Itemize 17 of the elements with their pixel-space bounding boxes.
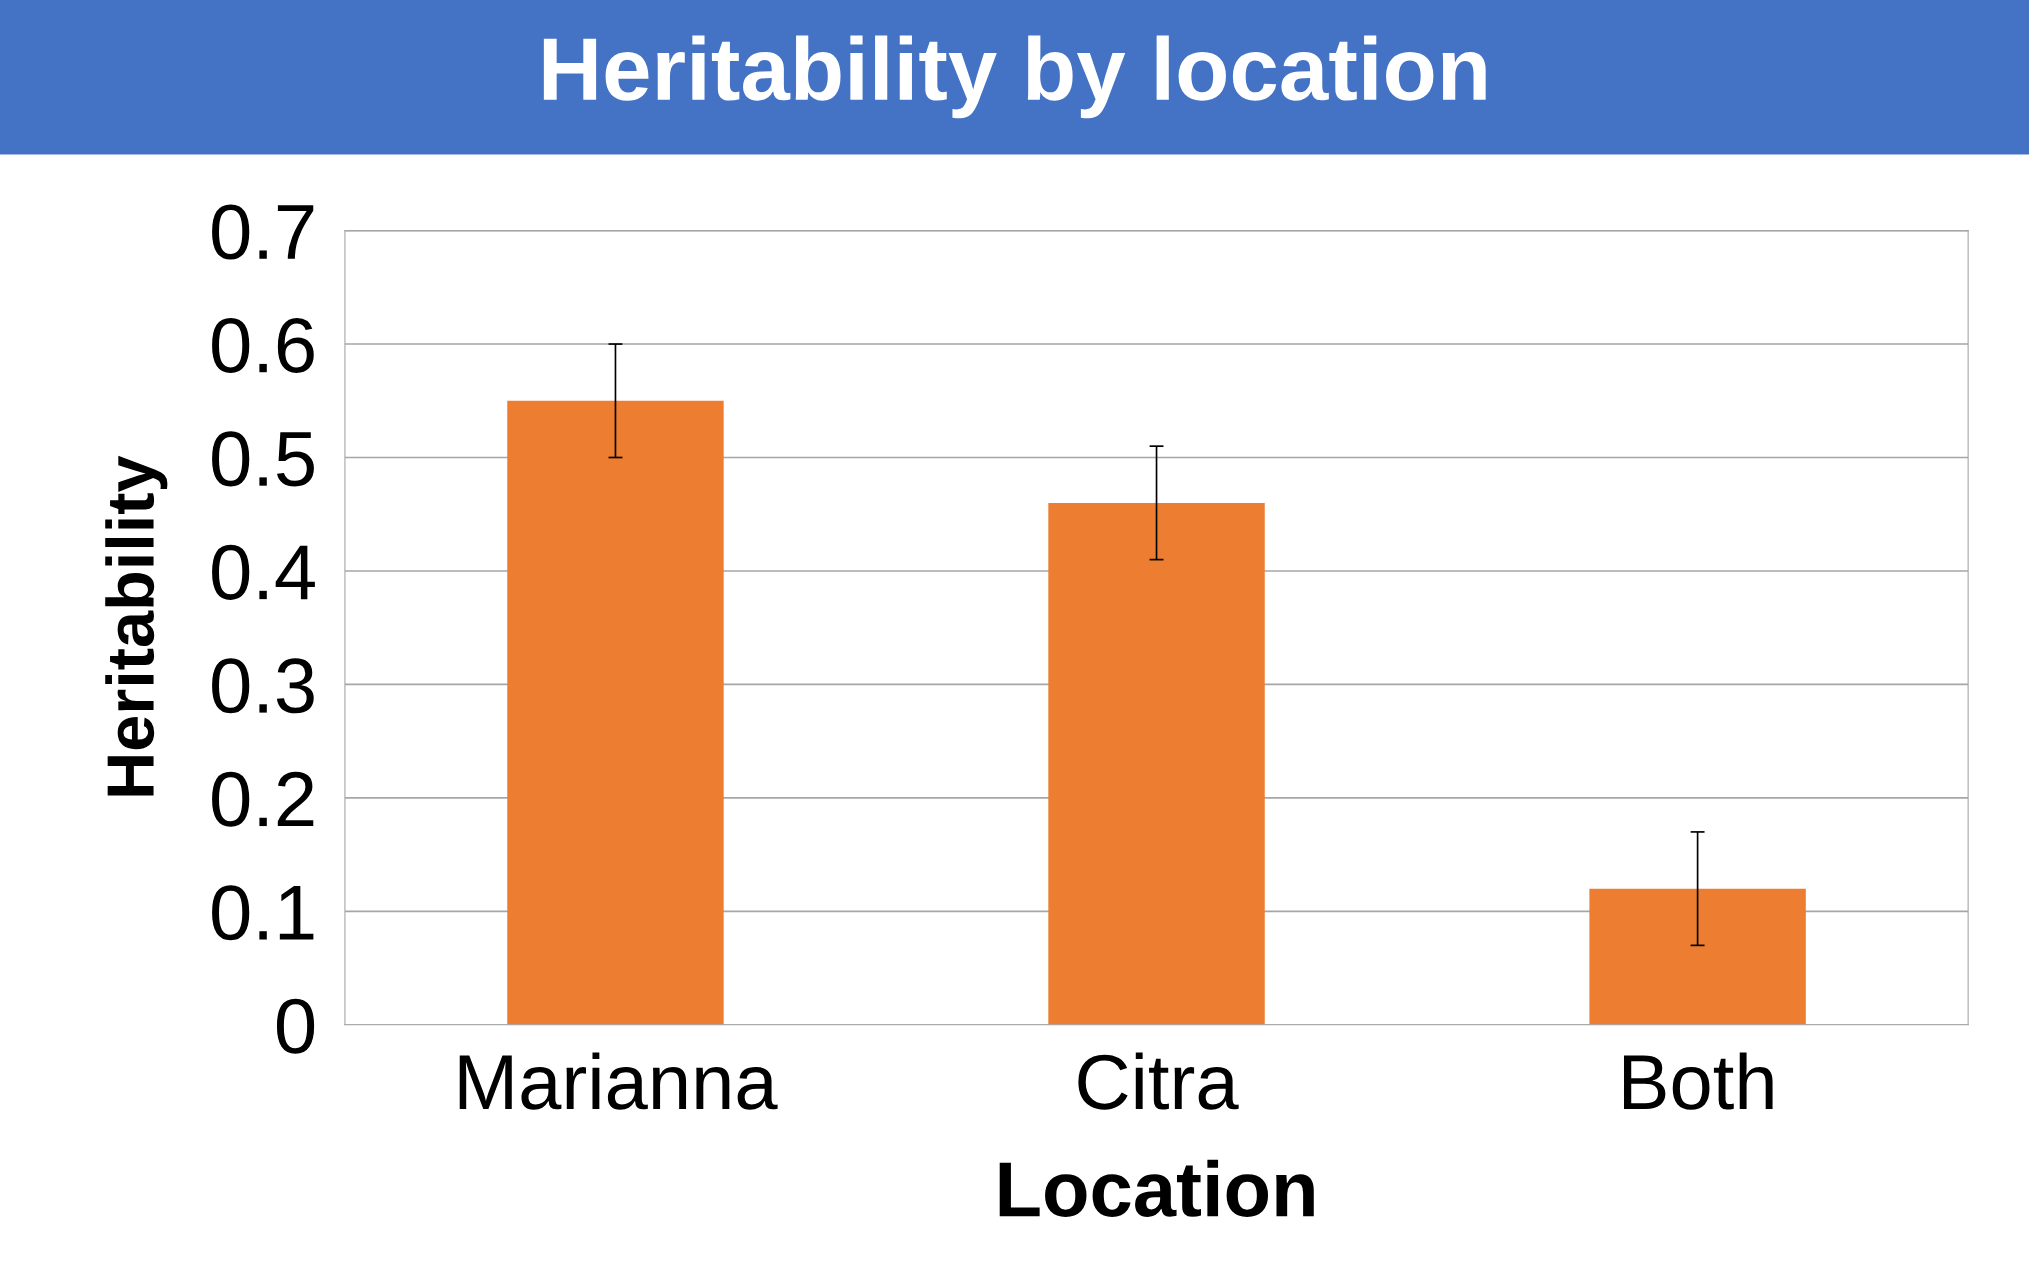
y-tick-label: 0.5: [212, 431, 314, 487]
x-axis-title: Location: [999, 1159, 1314, 1217]
y-tick-label: 0.1: [212, 885, 314, 941]
x-tick-label: Both: [1623, 1052, 1773, 1110]
bar: [1589, 888, 1806, 1025]
bar: [507, 400, 724, 1025]
chart-title: Heritability by location: [543, 35, 1486, 119]
bar: [1048, 502, 1265, 1025]
x-tick-label: Marianna: [459, 1052, 778, 1110]
y-axis-title: Heritability: [105, 455, 168, 796]
y-tick-label: 0.6: [212, 317, 314, 373]
y-tick-label: 0.4: [212, 544, 315, 600]
y-tick-label: 0: [276, 998, 315, 1054]
y-tick-label: 0.7: [212, 204, 314, 260]
y-tick-label: 0.3: [212, 658, 314, 714]
y-tick-label: 0.2: [212, 771, 314, 827]
x-tick-label: Citra: [1078, 1052, 1239, 1110]
